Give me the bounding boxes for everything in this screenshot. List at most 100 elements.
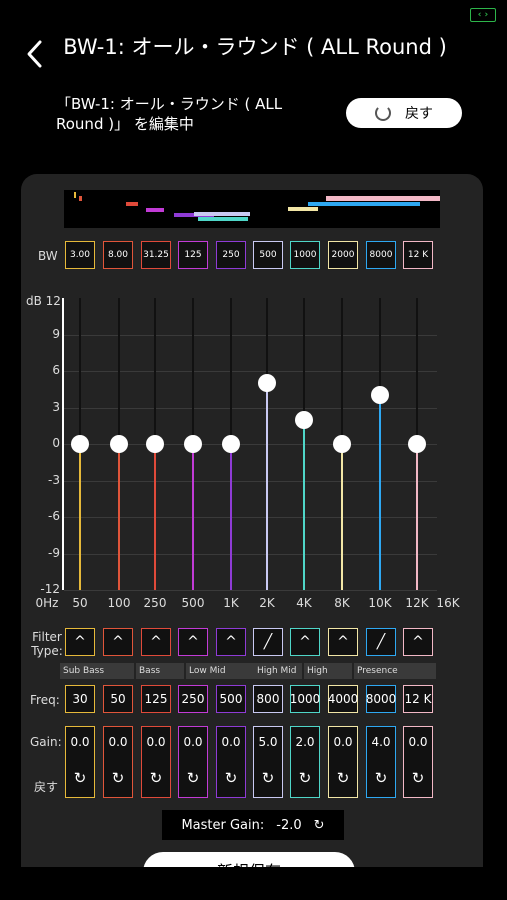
reset-band-icon[interactable]: ↻ <box>149 769 163 787</box>
bw-value-box[interactable]: 2000 <box>328 241 358 269</box>
bw-value-box[interactable]: 31.25 <box>141 241 171 269</box>
reset-band-icon[interactable]: ↻ <box>111 769 125 787</box>
peak-filter-icon: ^ <box>187 634 199 650</box>
filter-type-button[interactable]: ^ <box>178 628 208 656</box>
y-tick-label: -3 <box>48 473 60 487</box>
band-group-label: High <box>304 663 352 679</box>
reset-row-label: 戻す <box>34 780 59 794</box>
back-chevron-icon[interactable] <box>20 36 50 72</box>
gain-box[interactable]: 2.0 ↻ <box>290 726 320 798</box>
freq-value-box[interactable]: 800 <box>253 685 283 713</box>
editing-subtitle: 「BW-1: オール・ラウンド ( ALL Round )」 を編集中 <box>56 95 283 133</box>
y-tick-label: 9 <box>52 327 60 341</box>
eq-slider-knob[interactable] <box>110 435 128 453</box>
gain-box[interactable]: 4.0 ↻ <box>366 726 396 798</box>
grid-line <box>64 481 437 482</box>
freq-value-box[interactable]: 50 <box>103 685 133 713</box>
master-gain-label: Master Gain: <box>181 817 265 833</box>
filter-type-button[interactable]: ^ <box>328 628 358 656</box>
filter-type-button[interactable]: ^ <box>65 628 95 656</box>
bw-value-box[interactable]: 8000 <box>366 241 396 269</box>
gain-value: 0.0 <box>408 735 428 749</box>
eq-slider-knob[interactable] <box>295 410 313 429</box>
freq-value-box[interactable]: 8000 <box>366 685 396 713</box>
gain-box[interactable]: 0.0 ↻ <box>403 726 433 798</box>
filter-type-button[interactable]: ^ <box>141 628 171 656</box>
filter-type-button[interactable]: ^ <box>290 628 320 656</box>
y-tick-label: 6 <box>52 363 60 377</box>
grid-line <box>64 335 437 336</box>
bw-segment <box>288 207 318 211</box>
bw-value-box[interactable]: 12 K <box>403 241 433 269</box>
filter-type-button[interactable]: ╱ <box>366 628 396 656</box>
reset-band-icon[interactable]: ↻ <box>374 769 388 787</box>
eq-slider-knob[interactable] <box>371 386 389 405</box>
gain-box[interactable]: 0.0 ↻ <box>216 726 246 798</box>
grid-line <box>64 444 437 445</box>
eq-slider-knob[interactable] <box>71 435 89 453</box>
eq-slider-knob[interactable] <box>146 435 164 453</box>
bw-value-box[interactable]: 1000 <box>290 241 320 269</box>
gain-box[interactable]: 0.0 ↻ <box>103 726 133 798</box>
filter-type-button[interactable]: ^ <box>403 628 433 656</box>
eq-slider-knob[interactable] <box>222 435 240 453</box>
filter-type-button[interactable]: ^ <box>103 628 133 656</box>
slider-level <box>303 419 305 590</box>
bw-value-box[interactable]: 125 <box>178 241 208 269</box>
freq-value-box[interactable]: 500 <box>216 685 246 713</box>
freq-value-box[interactable]: 30 <box>65 685 95 713</box>
freq-value-box[interactable]: 12 K <box>403 685 433 713</box>
eq-slider-knob[interactable] <box>258 374 276 393</box>
master-gain[interactable]: Master Gain: -2.0 ↻ <box>162 810 344 840</box>
reset-button-label: 戻す <box>405 106 433 122</box>
bw-value-box[interactable]: 250 <box>216 241 246 269</box>
gain-value: 0.0 <box>333 735 353 749</box>
bottom-bar <box>0 867 507 900</box>
status-indicator-icon: ‹ › <box>470 8 496 22</box>
bw-value-box[interactable]: 3.00 <box>65 241 95 269</box>
gain-box[interactable]: 0.0 ↻ <box>328 726 358 798</box>
freq-value-box[interactable]: 250 <box>178 685 208 713</box>
reset-band-icon[interactable]: ↻ <box>298 769 312 787</box>
filter-type-button[interactable]: ╱ <box>253 628 283 656</box>
gain-box[interactable]: 0.0 ↻ <box>178 726 208 798</box>
filter-type-button[interactable]: ^ <box>216 628 246 656</box>
gain-value: 0.0 <box>221 735 241 749</box>
slider-level <box>266 383 268 590</box>
x-tick-label: 50 <box>72 596 88 610</box>
reset-band-icon[interactable]: ↻ <box>261 769 275 787</box>
bw-label: BW <box>38 249 58 263</box>
freq-value-box[interactable]: 125 <box>141 685 171 713</box>
y-tick-label: -6 <box>48 509 60 523</box>
gain-value: 0.0 <box>183 735 203 749</box>
slider-level <box>118 444 120 590</box>
gain-box[interactable]: 5.0 ↻ <box>253 726 283 798</box>
eq-slider-knob[interactable] <box>408 435 426 453</box>
x-tick-label: 1K <box>223 596 239 610</box>
bw-value-box[interactable]: 500 <box>253 241 283 269</box>
reset-band-icon[interactable]: ↻ <box>224 769 238 787</box>
reset-band-icon[interactable]: ↻ <box>186 769 200 787</box>
eq-slider-knob[interactable] <box>184 435 202 453</box>
eq-slider-knob[interactable] <box>333 435 351 453</box>
band-group-label: Presence <box>354 663 436 679</box>
reset-band-icon[interactable]: ↻ <box>73 769 87 787</box>
freq-value-box[interactable]: 4000 <box>328 685 358 713</box>
freq-value-box[interactable]: 1000 <box>290 685 320 713</box>
master-reset-icon[interactable]: ↻ <box>313 817 325 833</box>
reset-button[interactable]: 戻す <box>346 98 462 128</box>
bw-segment <box>194 212 250 216</box>
x-tick-label: 100 <box>107 596 131 610</box>
x-tick-label: 2K <box>259 596 275 610</box>
reset-band-icon[interactable]: ↻ <box>336 769 350 787</box>
y-axis-top-label: dB 12 <box>26 294 61 308</box>
gain-box[interactable]: 0.0 ↻ <box>141 726 171 798</box>
reset-band-icon[interactable]: ↻ <box>411 769 425 787</box>
bw-segment <box>326 196 440 201</box>
bw-value-box[interactable]: 8.00 <box>103 241 133 269</box>
slider-level <box>379 395 381 590</box>
page-title: BW-1: オール・ラウンド ( ALL Round ) <box>63 35 447 59</box>
x-tick-label: 10K <box>368 596 392 610</box>
gain-box[interactable]: 0.0 ↻ <box>65 726 95 798</box>
y-tick-label: 0 <box>52 436 60 450</box>
